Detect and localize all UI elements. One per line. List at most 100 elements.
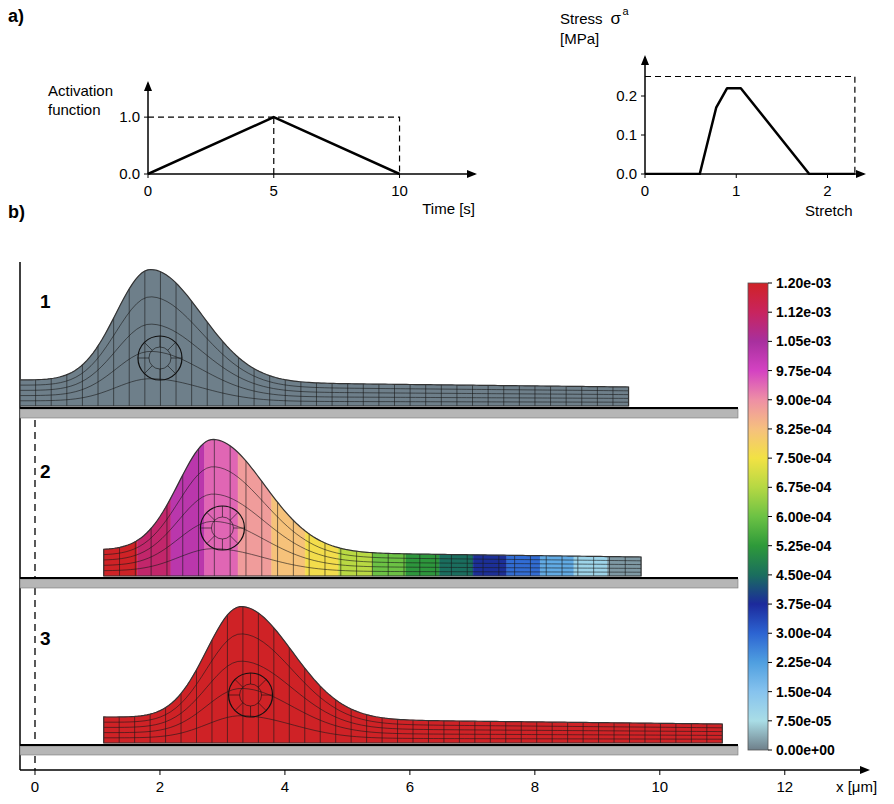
mesh-line	[503, 386, 504, 406]
x-tick	[34, 770, 35, 775]
colorbar	[748, 283, 768, 750]
mesh-line	[552, 722, 553, 743]
mesh-line	[488, 385, 489, 406]
mesh-line	[113, 318, 114, 406]
colorbar-tick	[768, 574, 772, 575]
x-axis	[20, 769, 866, 771]
mesh-line	[20, 379, 629, 402]
mesh-line	[293, 520, 294, 576]
mesh-line	[269, 376, 270, 406]
mesh-line	[335, 700, 336, 743]
mesh-line	[550, 386, 551, 406]
nucleus	[229, 673, 273, 717]
x-axis	[148, 173, 475, 175]
nucleus-mesh	[144, 342, 152, 350]
colorbar-tick	[768, 545, 772, 546]
colorbar-tick-label: 6.00e-04	[776, 509, 831, 525]
nucleus-mesh	[240, 684, 262, 706]
x-tick-label: 12	[776, 778, 793, 795]
mesh-line	[388, 553, 389, 576]
cell-outline	[20, 270, 629, 406]
x-tick	[659, 770, 660, 775]
nucleus-mesh	[230, 512, 238, 520]
data-line	[645, 88, 855, 174]
nucleus-mesh	[168, 366, 176, 374]
nucleus-mesh	[159, 369, 160, 380]
mesh-line	[51, 379, 52, 406]
mesh-line	[366, 715, 367, 743]
substrate-line	[20, 577, 738, 579]
nucleus-mesh	[171, 358, 182, 359]
mesh-line	[104, 716, 723, 739]
x-tick-label: 1	[732, 182, 740, 199]
colorbar-tick-label: 6.75e-04	[776, 479, 831, 495]
x-tick-label: 0	[641, 182, 649, 199]
cell-label: 2	[40, 461, 51, 482]
x-tick	[534, 770, 535, 775]
reference-line	[273, 117, 274, 174]
mesh-line	[483, 555, 484, 576]
mesh-line	[530, 556, 531, 576]
mesh-line	[300, 382, 301, 406]
nucleus-mesh	[258, 679, 266, 687]
nucleus	[138, 336, 182, 380]
mesh-line	[104, 467, 641, 561]
mesh-line	[191, 301, 192, 406]
colorbar-tick	[768, 458, 772, 459]
mesh-line	[567, 722, 568, 743]
mesh-line	[160, 272, 161, 406]
colorbar-tick	[768, 312, 772, 313]
mesh-line	[566, 386, 567, 406]
nucleus-mesh	[149, 347, 171, 369]
mesh-line	[467, 555, 468, 576]
x-tick	[784, 770, 785, 775]
mesh-line	[419, 554, 420, 576]
displacement-band	[440, 554, 474, 576]
cell-label: 3	[40, 628, 51, 649]
y-axis-title: Stress	[560, 10, 603, 27]
panel-b: 024681012x [μm]123	[20, 262, 877, 795]
colorbar-tick-label: 2.25e-04	[776, 654, 831, 670]
plot-area	[148, 117, 400, 174]
x-tick-label: 10	[651, 778, 668, 795]
axis-arrow	[641, 55, 649, 65]
mesh-line	[211, 640, 212, 743]
mesh-line	[20, 297, 629, 391]
displacement-band	[20, 270, 629, 406]
nucleus-mesh	[222, 539, 223, 550]
colorbar-tick-label: 1.12e-03	[776, 304, 831, 320]
mesh-line	[394, 384, 395, 406]
colorbar-tick-label: 9.00e-04	[776, 392, 831, 408]
mesh-line	[104, 494, 641, 564]
y-tick-label: 0.1	[616, 126, 637, 143]
nucleus-mesh	[235, 703, 243, 711]
cell	[104, 439, 641, 576]
x-tick	[273, 174, 274, 178]
mesh-line	[324, 543, 325, 576]
colorbar-tick	[768, 604, 772, 605]
mesh-line	[363, 384, 364, 406]
mesh-line	[230, 446, 231, 576]
mesh-line	[404, 554, 405, 576]
mesh-line	[277, 502, 278, 576]
colorbar-tick-label: 3.00e-04	[776, 625, 831, 641]
panel-label: b)	[8, 202, 25, 222]
colorbar-tick	[768, 283, 772, 284]
colorbar-tick	[768, 691, 772, 692]
mesh-line	[356, 551, 357, 576]
mesh-line	[378, 384, 379, 406]
mesh-line	[435, 554, 436, 576]
mesh-line	[459, 721, 460, 743]
x-tick-label: 4	[281, 778, 289, 795]
y-tick-label: 0.2	[616, 87, 637, 104]
y-axis-symbol: σ	[611, 9, 622, 28]
mesh-line	[196, 670, 197, 743]
mesh-line	[629, 723, 630, 743]
mesh-line	[20, 324, 629, 394]
y-tick-label: 0.0	[616, 165, 637, 182]
mesh-line	[20, 351, 629, 398]
y-axis	[644, 57, 646, 174]
plot-area	[645, 77, 855, 175]
mesh-line	[182, 475, 183, 576]
displacement-band	[473, 555, 507, 576]
